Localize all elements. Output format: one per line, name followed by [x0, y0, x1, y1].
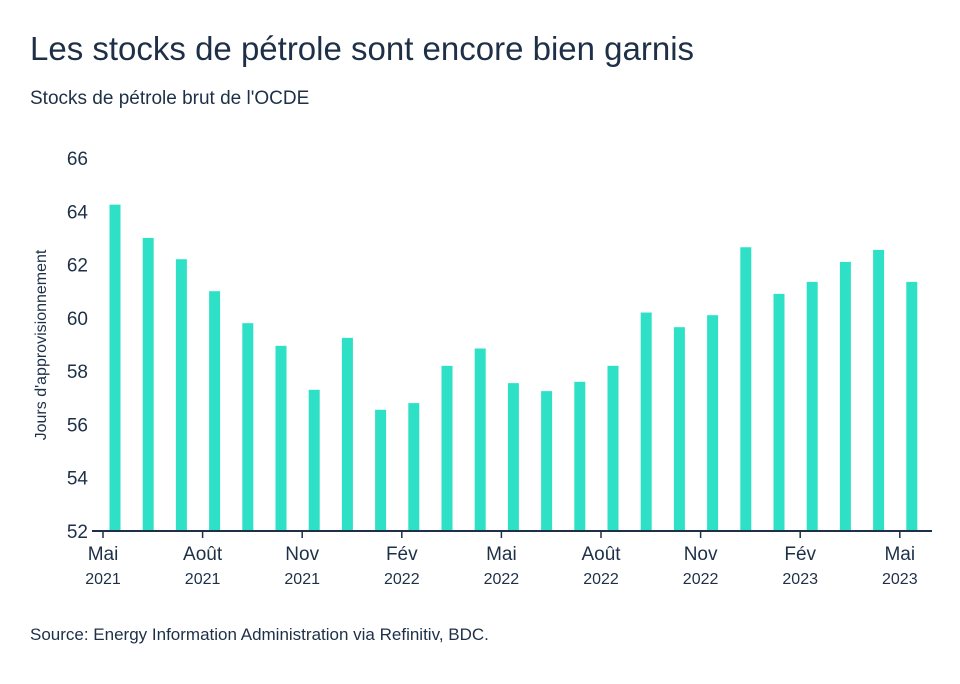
x-tick-month-label: Mai: [884, 544, 915, 565]
source-note: Source: Energy Information Administratio…: [30, 625, 489, 644]
y-tick-label: 64: [67, 202, 89, 223]
bar: [707, 315, 719, 531]
y-tick-label: 66: [67, 149, 88, 170]
x-tick-month-label: Fév: [784, 544, 816, 565]
x-tick-year-label: 2021: [185, 571, 221, 588]
x-axis-ticks: Mai 2021 Août 2021 Nov 2021 Fév 2022 Mai 2022 Août…: [85, 531, 918, 588]
y-tick-label: 58: [67, 362, 88, 383]
x-tick-year-label: 2022: [583, 571, 619, 588]
x-tick-month-label: Août: [581, 544, 621, 565]
bar: [375, 409, 387, 531]
bar: [275, 345, 287, 531]
x-tick-year-label: 2023: [882, 571, 918, 588]
bar: [109, 204, 121, 531]
x-tick-month-label: Mai: [88, 544, 119, 565]
bar: [873, 249, 885, 532]
x-tick-month-label: Fév: [386, 544, 418, 565]
x-tick-year-label: 2023: [782, 571, 818, 588]
x-tick-month-label: Nov: [285, 544, 319, 565]
x-tick-year-label: 2021: [85, 571, 121, 588]
bar: [242, 323, 254, 531]
bar: [773, 293, 785, 531]
bar: [574, 381, 586, 531]
bar: [607, 365, 619, 531]
bar: [906, 281, 918, 531]
bar: [175, 259, 187, 531]
bar: [142, 237, 154, 531]
y-axis-label: Jours d'approvisionnement: [33, 249, 50, 440]
bar: [673, 327, 685, 531]
bar-series: [109, 204, 918, 532]
x-tick-month-label: Nov: [684, 544, 718, 565]
bar: [474, 348, 486, 531]
x-tick-year-label: 2021: [284, 571, 320, 588]
bar: [441, 365, 453, 531]
x-tick-month-label: Août: [183, 544, 223, 565]
bar: [341, 337, 353, 531]
chart-subtitle: Stocks de pétrole brut de l'OCDE: [30, 88, 310, 109]
bar: [308, 389, 320, 531]
y-tick-label: 62: [67, 256, 88, 277]
x-tick-month-label: Mai: [486, 544, 517, 565]
bar: [507, 383, 519, 531]
bar: [740, 247, 752, 531]
bar: [209, 291, 221, 531]
x-tick-year-label: 2022: [484, 571, 520, 588]
y-tick-label: 60: [67, 309, 88, 330]
bar: [839, 261, 851, 531]
bar: [541, 391, 553, 531]
y-axis-ticks: 52 54 56 58 60 62 64 66: [67, 149, 89, 543]
x-tick-year-label: 2022: [683, 571, 719, 588]
chart-title: Les stocks de pétrole sont encore bien g…: [30, 30, 695, 67]
y-tick-label: 56: [67, 415, 88, 436]
bar: [806, 281, 818, 531]
bar: [640, 312, 652, 531]
x-tick-year-label: 2022: [384, 571, 420, 588]
y-tick-label: 54: [67, 469, 89, 490]
y-tick-label: 52: [67, 522, 88, 543]
bar: [408, 403, 420, 531]
